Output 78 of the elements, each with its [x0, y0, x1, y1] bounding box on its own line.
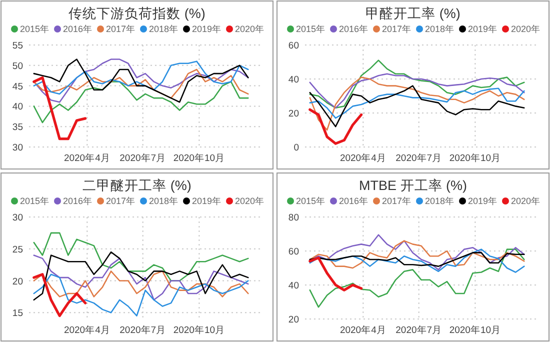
y-tick-label: 80: [288, 212, 299, 224]
line-series: [33, 58, 249, 103]
y-tick-label: 25: [12, 244, 23, 256]
x-tick-label: 2020年7月: [120, 324, 166, 336]
legend-label: 2018年: [149, 24, 178, 34]
legend-label: 2015年: [20, 24, 50, 34]
y-tick-label: 40: [12, 102, 23, 113]
legend-label: 2020年: [235, 196, 264, 206]
legend-label: 2018年: [425, 196, 454, 206]
legend-label: 2019年: [468, 196, 498, 206]
y-tick-label: 20: [288, 314, 299, 326]
line-series: [309, 248, 525, 273]
line-series: [33, 68, 249, 99]
legend-label: 2018年: [425, 24, 454, 34]
x-tick-label: 2020年4月: [64, 324, 110, 336]
line-series: [33, 81, 249, 124]
x-tick-label: 2020年10月: [173, 324, 226, 336]
line-series: [309, 88, 525, 119]
y-tick-label: 50: [12, 60, 23, 72]
legend-label: 2020年: [235, 24, 264, 34]
y-tick-label: 30: [12, 142, 23, 154]
x-tick-label: 2020年4月: [64, 152, 110, 164]
legend-label: 2019年: [192, 24, 222, 34]
legend-label: 2017年: [106, 24, 136, 34]
y-tick-label: 60: [288, 40, 299, 52]
chart-title: 甲醛开工率 (%): [366, 6, 460, 21]
legend-label: 2016年: [63, 24, 92, 34]
line-series: [309, 240, 525, 269]
y-tick-label: 0: [294, 142, 299, 154]
x-tick-label: 2020年10月: [449, 324, 502, 336]
legend-label: 2016年: [339, 24, 368, 34]
x-tick-label: 2020年7月: [396, 152, 442, 164]
x-tick-label: 2020年10月: [173, 152, 226, 164]
y-tick-label: 30: [12, 212, 23, 224]
legend-label: 2017年: [382, 24, 412, 34]
line-series: [33, 60, 249, 95]
legend-label: 2017年: [382, 196, 412, 206]
legend-label: 2020年: [511, 24, 540, 34]
y-tick-label: 35: [12, 122, 23, 134]
y-tick-label: 20: [288, 108, 299, 120]
line-series: [309, 252, 525, 267]
x-tick-label: 2020年7月: [120, 152, 166, 164]
line-series: [32, 273, 87, 318]
legend-label: 2015年: [296, 24, 326, 34]
legend-label: 2020年: [511, 196, 540, 206]
y-tick-label: 20: [12, 276, 23, 288]
chart-title: MTBE 开工率 (%): [359, 178, 467, 193]
legend-label: 2015年: [296, 196, 326, 206]
line-series: [309, 248, 525, 308]
line-series: [33, 274, 249, 316]
y-tick-label: 15: [12, 308, 23, 320]
x-tick-label: 2020年7月: [396, 324, 442, 336]
line-series: [33, 270, 249, 298]
legend-label: 2016年: [63, 196, 92, 206]
y-tick-label: 40: [288, 280, 299, 292]
line-series: [309, 60, 525, 109]
legend-label: 2019年: [192, 196, 222, 206]
chart-title: 二甲醚开工率 (%): [82, 178, 192, 193]
y-tick-label: 55: [12, 40, 23, 52]
chart-title: 传统下游负荷指数 (%): [68, 6, 206, 21]
x-tick-label: 2020年4月: [340, 152, 386, 164]
line-series: [308, 108, 363, 145]
x-tick-label: 2020年10月: [449, 152, 502, 164]
legend-label: 2016年: [339, 196, 368, 206]
legend-label: 2017年: [106, 196, 136, 206]
legend-label: 2018年: [149, 196, 178, 206]
line-series: [32, 76, 87, 140]
line-series: [308, 256, 363, 292]
line-series: [309, 85, 525, 128]
y-tick-label: 40: [288, 74, 299, 86]
legend-label: 2015年: [20, 196, 50, 206]
legend-label: 2019年: [468, 24, 498, 34]
line-series: [309, 76, 525, 131]
line-series: [309, 73, 525, 109]
y-tick-label: 60: [288, 246, 299, 258]
x-tick-label: 2020年4月: [340, 324, 386, 336]
line-series: [33, 232, 249, 282]
y-tick-label: 45: [12, 81, 23, 92]
